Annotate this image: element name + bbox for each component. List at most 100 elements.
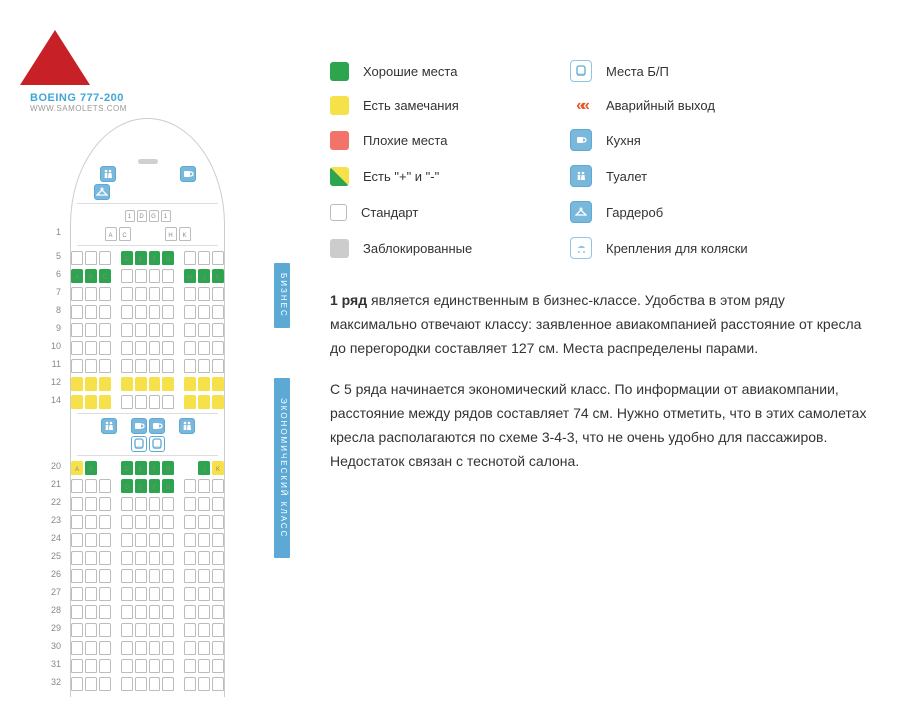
seat[interactable] xyxy=(212,515,224,529)
seat[interactable] xyxy=(121,623,133,637)
seat[interactable] xyxy=(184,587,196,601)
seat[interactable] xyxy=(149,515,161,529)
seat[interactable] xyxy=(121,323,133,337)
seat[interactable] xyxy=(149,497,161,511)
seat[interactable] xyxy=(212,479,224,493)
seat[interactable] xyxy=(99,497,111,511)
seat[interactable] xyxy=(212,659,224,673)
seat[interactable]: E xyxy=(135,479,147,493)
seat[interactable] xyxy=(99,623,111,637)
seat[interactable] xyxy=(135,269,147,283)
seat[interactable] xyxy=(71,497,83,511)
seat[interactable] xyxy=(121,605,133,619)
seat[interactable] xyxy=(184,251,196,265)
seat[interactable] xyxy=(162,515,174,529)
seat[interactable] xyxy=(184,677,196,691)
seat[interactable] xyxy=(99,305,111,319)
seat[interactable] xyxy=(149,641,161,655)
seat[interactable] xyxy=(85,659,97,673)
seat[interactable] xyxy=(99,341,111,355)
seat[interactable] xyxy=(71,341,83,355)
seat[interactable] xyxy=(198,623,210,637)
seat[interactable]: G xyxy=(162,479,174,493)
seat[interactable]: K xyxy=(179,227,191,241)
seat[interactable] xyxy=(198,479,210,493)
seat[interactable] xyxy=(184,479,196,493)
seat[interactable] xyxy=(212,323,224,337)
seat[interactable] xyxy=(85,497,97,511)
seat[interactable] xyxy=(162,305,174,319)
seat[interactable] xyxy=(71,533,83,547)
seat[interactable] xyxy=(85,533,97,547)
seat[interactable] xyxy=(149,551,161,565)
seat[interactable] xyxy=(121,551,133,565)
seat[interactable] xyxy=(198,605,210,619)
seat[interactable] xyxy=(184,461,196,475)
seat[interactable] xyxy=(99,251,111,265)
seat[interactable] xyxy=(149,395,161,409)
seat[interactable] xyxy=(135,623,147,637)
seat[interactable] xyxy=(121,269,133,283)
seat[interactable] xyxy=(71,641,83,655)
seat[interactable] xyxy=(99,533,111,547)
seat[interactable] xyxy=(71,623,83,637)
seat[interactable]: K xyxy=(212,461,224,475)
seat[interactable] xyxy=(99,641,111,655)
seat[interactable] xyxy=(212,395,224,409)
seat[interactable] xyxy=(99,461,111,475)
seat[interactable]: G xyxy=(162,461,174,475)
seat[interactable] xyxy=(162,377,174,391)
seat[interactable]: F xyxy=(149,479,161,493)
seat[interactable] xyxy=(85,569,97,583)
seat[interactable] xyxy=(85,623,97,637)
seat[interactable]: K xyxy=(212,269,224,283)
seat[interactable] xyxy=(162,359,174,373)
seat[interactable] xyxy=(198,677,210,691)
seat[interactable] xyxy=(85,551,97,565)
seat[interactable] xyxy=(121,287,133,301)
seat[interactable] xyxy=(198,659,210,673)
seat[interactable] xyxy=(135,287,147,301)
seat[interactable] xyxy=(149,659,161,673)
seat[interactable] xyxy=(184,533,196,547)
seat[interactable] xyxy=(135,587,147,601)
seat[interactable] xyxy=(85,323,97,337)
seat[interactable] xyxy=(121,359,133,373)
seat[interactable] xyxy=(85,641,97,655)
seat[interactable] xyxy=(71,359,83,373)
seat[interactable] xyxy=(212,641,224,655)
seat[interactable] xyxy=(162,677,174,691)
seat[interactable] xyxy=(135,515,147,529)
seat[interactable] xyxy=(149,305,161,319)
seat[interactable] xyxy=(121,515,133,529)
seat[interactable] xyxy=(212,623,224,637)
seat[interactable] xyxy=(212,305,224,319)
seat[interactable] xyxy=(85,341,97,355)
seat[interactable] xyxy=(162,269,174,283)
seat[interactable] xyxy=(212,359,224,373)
seat[interactable] xyxy=(162,551,174,565)
seat[interactable] xyxy=(85,587,97,601)
seat[interactable]: B xyxy=(85,269,97,283)
seat[interactable] xyxy=(162,323,174,337)
seat[interactable] xyxy=(212,587,224,601)
seat[interactable] xyxy=(99,377,111,391)
seat[interactable]: F xyxy=(149,251,161,265)
seat[interactable] xyxy=(71,605,83,619)
seat[interactable] xyxy=(71,677,83,691)
seat[interactable]: D xyxy=(137,210,147,222)
seat[interactable] xyxy=(198,641,210,655)
seat[interactable] xyxy=(99,395,111,409)
seat[interactable]: J xyxy=(198,461,210,475)
seat[interactable] xyxy=(184,341,196,355)
seat[interactable] xyxy=(85,305,97,319)
seat[interactable] xyxy=(85,677,97,691)
seat[interactable] xyxy=(149,377,161,391)
seat[interactable]: D xyxy=(121,251,133,265)
seat[interactable] xyxy=(184,323,196,337)
seat[interactable] xyxy=(212,497,224,511)
seat[interactable] xyxy=(184,641,196,655)
seat[interactable] xyxy=(184,305,196,319)
seat[interactable] xyxy=(149,533,161,547)
seat[interactable] xyxy=(212,533,224,547)
